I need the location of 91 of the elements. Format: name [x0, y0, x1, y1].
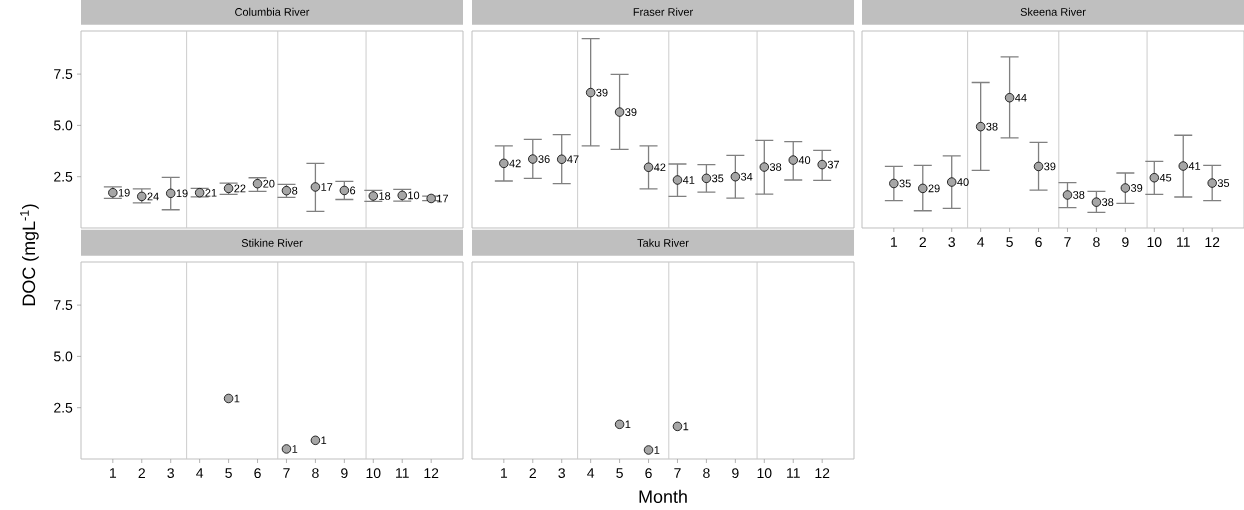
annotation: 17 [321, 183, 333, 191]
chart-title: Columbia River [235, 7, 310, 16]
chart-title: Skeena River [1020, 7, 1086, 16]
x-tick-label: 7 [283, 468, 290, 478]
annotation: 38 [1073, 191, 1085, 199]
x-tick-label: 8 [312, 468, 319, 479]
annotation: 6 [350, 186, 356, 195]
x-tick-label: 5 [616, 468, 623, 478]
annotation: 22 [234, 184, 246, 193]
x-tick-label: 2 [529, 468, 536, 478]
chart-title: Stikine River [241, 238, 303, 247]
annotation: 1 [654, 446, 660, 454]
annotation: 39 [1044, 162, 1056, 171]
annotation: 1 [625, 420, 631, 429]
x-tick-label: 9 [1122, 237, 1129, 248]
annotation: 34 [740, 172, 753, 181]
annotation: 24 [147, 192, 159, 201]
annotation: 38 [986, 122, 998, 131]
x-tick-label: 3 [948, 237, 955, 248]
x-tick-label: 10 [1147, 237, 1162, 248]
annotation: 39 [1130, 184, 1143, 192]
annotation: 42 [653, 163, 666, 172]
annotation: 19 [118, 188, 130, 197]
y-tick-label: 2.5 [54, 402, 73, 413]
annotation: 10 [408, 191, 420, 200]
x-tick-label: 5 [225, 468, 232, 478]
x-tick-label: 4 [196, 468, 204, 478]
annotation: 44 [1015, 93, 1027, 102]
x-tick-label: 4 [977, 237, 985, 247]
x-tick-label: 9 [732, 468, 739, 479]
annotation: 19 [176, 189, 188, 198]
y-tick-label: 2.5 [54, 171, 73, 182]
x-axis-title: Month [639, 489, 687, 504]
annotation: 20 [263, 179, 275, 188]
x-tick-label: 10 [366, 468, 381, 479]
annotation: 41 [1188, 162, 1201, 170]
x-tick-label: 4 [587, 468, 595, 478]
x-tick-label: 10 [757, 468, 772, 479]
x-tick-label: 12 [1205, 237, 1220, 247]
x-tick-label: 5 [1006, 237, 1013, 247]
x-tick-label: 12 [424, 468, 439, 478]
chart-title: Taku River [637, 238, 689, 247]
annotation: 38 [1102, 198, 1114, 207]
annotation: 39 [625, 108, 637, 116]
x-tick-label: 3 [558, 468, 565, 479]
annotation: 41 [682, 176, 695, 184]
x-tick-label: 12 [815, 468, 830, 478]
x-tick-label: 8 [1093, 237, 1100, 248]
annotation: 18 [379, 192, 391, 200]
x-tick-label: 11 [1177, 237, 1190, 247]
x-tick-label: 1 [891, 237, 898, 247]
annotation: 35 [899, 179, 911, 188]
annotation: 38 [769, 163, 782, 171]
annotation: 8 [292, 186, 298, 195]
chart-title: Fraser River [633, 7, 693, 16]
x-tick-label: 8 [703, 468, 710, 479]
annotation: 45 [1159, 173, 1172, 182]
annotation: 29 [928, 184, 940, 193]
y-tick-label: 5.0 [53, 351, 73, 362]
x-tick-label: 3 [167, 468, 174, 479]
annotation: 35 [712, 174, 724, 183]
y-tick-label: 7.5 [54, 69, 73, 79]
annotation: 17 [437, 194, 449, 203]
x-tick-label: 1 [110, 468, 117, 478]
x-tick-label: 7 [1064, 237, 1071, 247]
annotation: 36 [538, 155, 550, 163]
x-tick-label: 11 [396, 468, 409, 478]
x-tick-label: 6 [1035, 237, 1042, 248]
x-tick-label: 9 [341, 468, 348, 479]
annotation: 39 [596, 88, 608, 97]
y-axis-title: DOC (mgL$^{-1}$) [20, 204, 39, 306]
x-tick-label: 6 [254, 468, 261, 479]
annotation: 40 [798, 156, 811, 164]
y-tick-label: 5.0 [53, 120, 73, 131]
x-tick-label: 11 [787, 468, 800, 478]
annotation: 1 [683, 422, 689, 431]
x-tick-label: 6 [645, 468, 652, 479]
x-tick-label: 1 [501, 468, 508, 478]
annotation: 40 [957, 178, 969, 186]
annotation: 42 [509, 159, 521, 168]
x-tick-label: 2 [919, 237, 926, 247]
annotation: 37 [827, 160, 840, 169]
x-tick-label: 7 [674, 468, 681, 478]
annotation: 47 [567, 155, 579, 164]
y-tick-label: 7.5 [54, 300, 73, 310]
x-tick-label: 2 [138, 468, 145, 478]
annotation: 1 [321, 436, 327, 445]
annotation: 21 [205, 188, 217, 197]
annotation: 1 [292, 445, 298, 453]
annotation: 35 [1217, 179, 1230, 187]
annotation: 1 [234, 394, 240, 403]
